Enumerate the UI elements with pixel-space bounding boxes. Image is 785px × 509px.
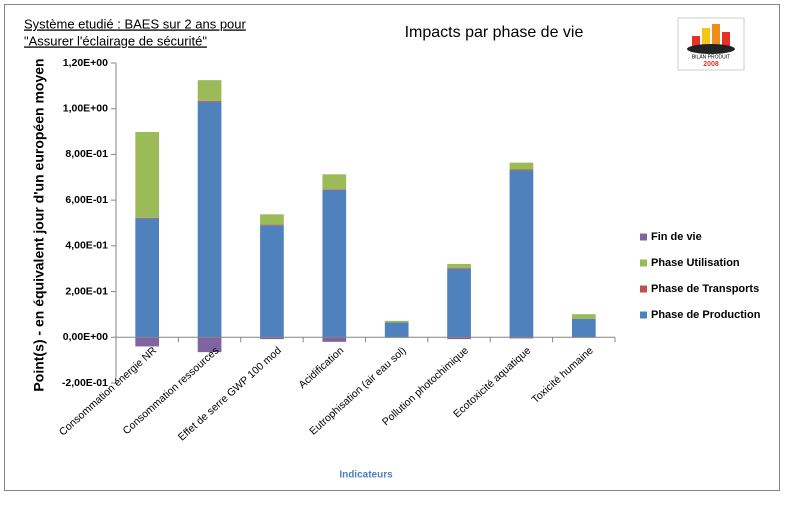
- y-tick-label: 2,00E-01: [65, 285, 108, 297]
- chart-title: Impacts par phase de vie: [405, 24, 584, 41]
- legend-swatch: [640, 233, 647, 241]
- bar-segment: [135, 218, 160, 338]
- bar-segment: [322, 337, 347, 342]
- x-axis-label: Indicateurs: [339, 470, 393, 481]
- bar-segment: [509, 169, 534, 171]
- legend-swatch: [640, 311, 647, 319]
- legend-label: Fin de vie: [651, 231, 702, 243]
- logo-text: BILAN PRODUIT: [692, 54, 730, 60]
- logo-shape: [687, 44, 735, 54]
- bar-segment: [571, 319, 596, 338]
- bar-segment: [322, 189, 347, 190]
- y-tick-label: 6,00E-01: [65, 194, 108, 206]
- legend-swatch: [640, 259, 647, 267]
- subtitle-line: Système etudié : BAES sur 2 ans pour: [24, 16, 247, 31]
- legend-swatch: [640, 285, 647, 293]
- bar-segment: [135, 132, 160, 218]
- bar-segment: [197, 337, 222, 353]
- chart-frame: [4, 4, 780, 491]
- bar-segment: [260, 214, 284, 225]
- logo-text: 2008: [703, 61, 719, 68]
- bar-segment: [447, 263, 471, 269]
- bar-segment: [447, 268, 471, 269]
- bar-segment: [135, 337, 160, 347]
- bar-segment: [509, 170, 534, 338]
- y-tick-label: -2,00E-01: [62, 377, 108, 389]
- legend-label: Phase Utilisation: [651, 257, 740, 269]
- subtitle-line: "Assurer l'éclairage de sécurité": [24, 33, 207, 48]
- bar-segment: [322, 174, 347, 190]
- bar-segment: [260, 224, 284, 226]
- legend-label: Phase de Transports: [651, 283, 759, 295]
- bar-segment: [571, 314, 596, 319]
- y-tick-label: 4,00E-01: [65, 240, 108, 252]
- y-tick-label: 8,00E-01: [65, 148, 108, 160]
- y-axis-label: Point(s) - en équivalent jour d'un europ…: [31, 58, 47, 391]
- bar-segment: [260, 337, 284, 340]
- logo-shape: [712, 24, 720, 48]
- bar-segment: [135, 217, 160, 219]
- legend-label: Phase de Production: [651, 309, 761, 321]
- bar-segment: [260, 225, 284, 338]
- bar-segment: [384, 322, 409, 338]
- bar-segment: [447, 268, 471, 338]
- bar-segment: [509, 162, 534, 170]
- bar-segment: [197, 100, 222, 102]
- y-tick-label: 1,00E+00: [63, 102, 108, 114]
- logo: BILAN PRODUIT 2008: [677, 17, 745, 71]
- bar-segment: [384, 320, 409, 323]
- logo-shape: [702, 28, 710, 48]
- bar-segment: [447, 337, 471, 340]
- bar-segment: [197, 101, 222, 338]
- y-tick-label: 0,00E+00: [63, 331, 108, 343]
- logo-shape: [722, 32, 730, 48]
- bar-segment: [197, 80, 222, 101]
- y-tick-label: 1,20E+00: [63, 57, 108, 69]
- logo-shape: [692, 36, 700, 48]
- bar-segment: [509, 337, 534, 339]
- bar-segment: [322, 189, 347, 338]
